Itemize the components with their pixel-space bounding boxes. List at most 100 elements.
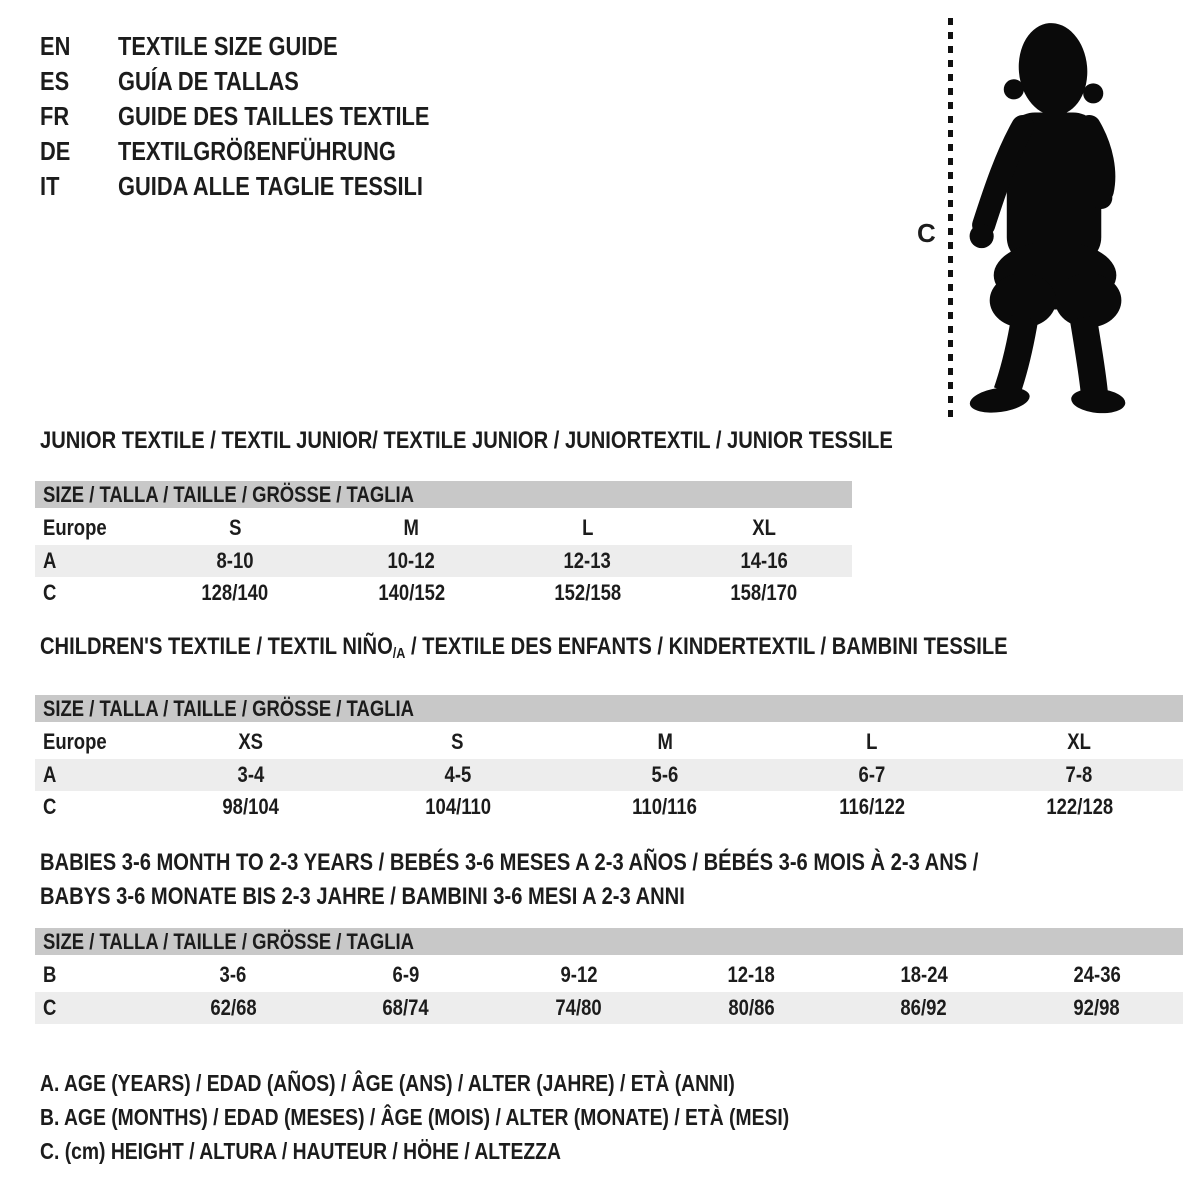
language-row: ES GUÍA DE TALLAS bbox=[40, 64, 489, 99]
table-cell: 74/80 bbox=[492, 995, 665, 1021]
table-cell-text: 116/122 bbox=[839, 794, 906, 819]
row-label: B bbox=[35, 962, 147, 988]
language-label: GUIDA ALLE TAGLIE TESSILI bbox=[118, 171, 481, 202]
size-table-header-text: SIZE / TALLA / TAILLE / GRÖSSE / TAGLIA bbox=[43, 928, 414, 954]
section-title-text: BABIES 3-6 MONTH TO 2-3 YEARS / BEBÉS 3-… bbox=[40, 846, 978, 880]
table-row: A 3-4 4-5 5-6 6-7 7-8 bbox=[35, 759, 1183, 791]
table-cell: 3-4 bbox=[147, 762, 354, 788]
language-code-text: EN bbox=[40, 31, 71, 61]
table-cell: 4-5 bbox=[354, 762, 561, 788]
language-row: IT GUIDA ALLE TAGLIE TESSILI bbox=[40, 169, 489, 204]
table-cell-text: XL bbox=[1067, 728, 1092, 754]
table-cell: 18-24 bbox=[838, 962, 1011, 988]
section-title-line: BABIES 3-6 MONTH TO 2-3 YEARS / BEBÉS 3-… bbox=[40, 846, 1183, 880]
table-cell-text: 110/116 bbox=[632, 794, 698, 819]
table-cell-text: 152/158 bbox=[554, 580, 622, 605]
language-code: FR bbox=[40, 101, 118, 132]
table-row: C 128/140 140/152 152/158 158/170 bbox=[35, 577, 852, 609]
table-cell: 68/74 bbox=[320, 995, 493, 1021]
row-label: C bbox=[35, 580, 147, 606]
table-cell: XL bbox=[676, 515, 852, 541]
row-label: A bbox=[35, 762, 147, 788]
table-row: B 3-6 6-9 9-12 12-18 18-24 24-36 bbox=[35, 957, 1183, 992]
language-label: GUÍA DE TALLAS bbox=[118, 66, 333, 97]
table-row: C 98/104 104/110 110/116 116/122 122/128 bbox=[35, 791, 1183, 823]
table-cell: 140/152 bbox=[323, 580, 499, 606]
size-table: SIZE / TALLA / TAILLE / GRÖSSE / TAGLIA B… bbox=[35, 928, 1183, 1024]
table-cell-text: 122/128 bbox=[1045, 794, 1113, 819]
table-cell-text: 62/68 bbox=[210, 995, 257, 1020]
table-cell: 12-13 bbox=[500, 548, 676, 574]
language-label-text: GUÍA DE TALLAS bbox=[118, 66, 299, 96]
table-cell: 6-7 bbox=[769, 762, 976, 788]
table-cell-text: 3-6 bbox=[219, 961, 247, 987]
row-label-text: C bbox=[43, 580, 57, 605]
table-cell: 152/158 bbox=[500, 580, 676, 606]
table-cell-text: 8-10 bbox=[216, 548, 254, 573]
table-cell-text: 68/74 bbox=[382, 995, 430, 1020]
table-cell: 5-6 bbox=[561, 762, 768, 788]
title-segment: BABYS 3-6 MONATE BIS 2-3 JAHRE / BAMBINI… bbox=[40, 883, 685, 910]
language-code: DE bbox=[40, 136, 118, 167]
legend-line-text: A. AGE (YEARS) / EDAD (AÑOS) / ÂGE (ANS)… bbox=[40, 1070, 735, 1096]
language-code: EN bbox=[40, 31, 118, 62]
toddler-silhouette-icon bbox=[969, 23, 1126, 414]
table-cell-text: 74/80 bbox=[555, 995, 602, 1020]
table-cell-text: 10-12 bbox=[387, 548, 436, 573]
table-cell: 7-8 bbox=[976, 762, 1183, 788]
table-cell: S bbox=[354, 729, 561, 755]
section-junior: JUNIOR TEXTILE / TEXTIL JUNIOR/ TEXTILE … bbox=[35, 424, 1055, 609]
language-code-text: ES bbox=[40, 66, 70, 96]
height-figure: C bbox=[905, 14, 1190, 426]
table-cell: 9-12 bbox=[492, 962, 665, 988]
table-cell-text: 7-8 bbox=[1066, 762, 1093, 787]
table-cell: 122/128 bbox=[976, 794, 1183, 820]
table-cell: 80/86 bbox=[665, 995, 838, 1021]
table-cell: XL bbox=[976, 729, 1183, 755]
table-cell-text: L bbox=[581, 514, 594, 540]
table-cell: 3-6 bbox=[147, 962, 320, 988]
table-cell: 6-9 bbox=[320, 962, 493, 988]
row-label-text: Europe bbox=[43, 514, 107, 540]
language-label-text: TEXTILGRÖßENFÜHRUNG bbox=[118, 136, 396, 166]
language-label: GUIDE DES TAILLES TEXTILE bbox=[118, 101, 489, 132]
row-label: Europe bbox=[35, 729, 147, 755]
row-label-text: A bbox=[43, 762, 57, 787]
table-cell: 116/122 bbox=[769, 794, 976, 820]
table-cell-text: 12-13 bbox=[563, 548, 612, 573]
language-label-text: TEXTILE SIZE GUIDE bbox=[118, 31, 338, 61]
table-cell-text: 9-12 bbox=[560, 961, 598, 987]
language-label: TEXTILGRÖßENFÜHRUNG bbox=[118, 136, 449, 167]
size-table: SIZE / TALLA / TAILLE / GRÖSSE / TAGLIA E… bbox=[35, 481, 852, 609]
table-cell-text: 86/92 bbox=[900, 995, 948, 1020]
title-subscript: /A bbox=[392, 645, 406, 662]
table-row: C 62/68 68/74 74/80 80/86 86/92 92/98 bbox=[35, 992, 1183, 1024]
table-cell-text: 80/86 bbox=[728, 995, 775, 1020]
table-cell-text: S bbox=[451, 728, 464, 754]
table-cell: 98/104 bbox=[147, 794, 354, 820]
language-header: EN TEXTILE SIZE GUIDE ES GUÍA DE TALLAS FR GU… bbox=[40, 29, 489, 204]
table-cell-text: L bbox=[866, 728, 878, 754]
table-cell-text: 24-36 bbox=[1073, 961, 1121, 987]
table-cell-text: 18-24 bbox=[900, 961, 948, 987]
table-cell-text: 14-16 bbox=[740, 548, 788, 573]
row-label: C bbox=[35, 794, 147, 820]
section-title-text: CHILDREN'S TEXTILE / TEXTIL NIÑO/A / TEX… bbox=[40, 630, 1008, 671]
size-table-header: SIZE / TALLA / TAILLE / GRÖSSE / TAGLIA bbox=[35, 481, 852, 510]
row-label-text: A bbox=[43, 548, 57, 573]
table-row: Europe XS S M L XL bbox=[35, 724, 1183, 759]
row-label: C bbox=[35, 995, 147, 1021]
size-table-header: SIZE / TALLA / TAILLE / GRÖSSE / TAGLIA bbox=[35, 695, 1183, 724]
legend-line-text: B. AGE (MONTHS) / EDAD (MESES) / ÂGE (MO… bbox=[40, 1104, 790, 1130]
row-label: Europe bbox=[35, 515, 147, 541]
language-code: ES bbox=[40, 66, 118, 97]
table-cell: 8-10 bbox=[147, 548, 323, 574]
table-cell: 104/110 bbox=[354, 794, 561, 820]
legend-line: B. AGE (MONTHS) / EDAD (MESES) / ÂGE (MO… bbox=[40, 1100, 932, 1134]
size-table-rows: Europe XS S M L XL A 3-4 4-5 5-6 6-7 7-8 C 98/104 104/… bbox=[35, 724, 1183, 823]
table-cell: M bbox=[323, 515, 499, 541]
table-cell-text: S bbox=[228, 514, 242, 540]
language-row: FR GUIDE DES TAILLES TEXTILE bbox=[40, 99, 489, 134]
size-table-rows: Europe S M L XL A 8-10 10-12 12-13 14-16 C 128/140 1… bbox=[35, 510, 852, 609]
